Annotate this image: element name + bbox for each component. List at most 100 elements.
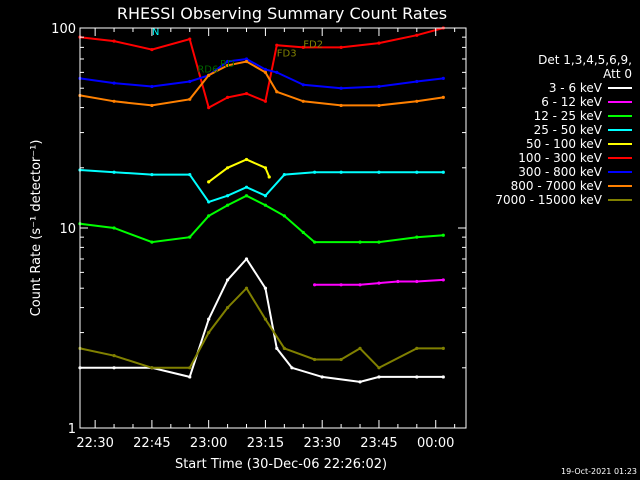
data-point — [377, 240, 381, 244]
chart-annotation: RD6 — [197, 64, 218, 75]
series-line — [79, 169, 444, 204]
data-point — [188, 79, 192, 84]
data-point — [415, 279, 419, 284]
data-point — [112, 366, 116, 370]
series-line — [79, 57, 444, 90]
data-point — [207, 330, 211, 335]
data-point — [188, 37, 192, 41]
chart-annotation: RD — [220, 59, 235, 70]
data-point — [263, 70, 268, 74]
data-point — [377, 375, 381, 379]
data-point — [415, 346, 419, 351]
y-tick-label: 1 — [68, 422, 76, 437]
x-tick-label: 23:30 — [303, 436, 340, 451]
data-point — [112, 226, 116, 230]
data-point — [263, 203, 268, 207]
data-point — [301, 45, 305, 49]
data-point — [244, 257, 249, 261]
data-point — [207, 317, 211, 321]
data-point — [313, 357, 317, 362]
data-point — [301, 99, 305, 103]
data-point — [112, 39, 116, 43]
data-point — [263, 166, 268, 170]
data-point — [441, 233, 445, 237]
data-point — [377, 170, 381, 174]
data-point — [244, 157, 249, 162]
data-point — [415, 99, 419, 103]
series-line — [79, 60, 444, 107]
data-point — [207, 214, 211, 218]
series-line — [79, 27, 444, 110]
data-point — [275, 346, 279, 351]
data-point — [267, 175, 271, 179]
data-point — [263, 286, 268, 290]
legend-entry-label: 50 - 100 keV — [526, 137, 603, 151]
legend-header: Att 0 — [603, 67, 632, 81]
data-point — [150, 366, 154, 370]
y-axis-label: Count Rate (s⁻¹ detector⁻¹) — [29, 140, 44, 317]
data-point — [225, 194, 230, 198]
data-point — [358, 346, 362, 351]
x-tick-label: 23:45 — [360, 436, 397, 451]
data-point — [188, 375, 192, 379]
data-point — [339, 170, 343, 174]
x-tick-label: 22:45 — [133, 436, 170, 451]
data-point — [112, 81, 116, 85]
data-point — [207, 105, 211, 110]
y-tick-label: 10 — [59, 222, 76, 237]
data-point — [358, 380, 362, 384]
data-point — [244, 57, 249, 61]
data-point — [207, 200, 211, 204]
data-point — [282, 214, 286, 218]
legend-entry-label: 6 - 12 keV — [541, 95, 603, 109]
data-point — [225, 59, 230, 64]
data-point — [415, 170, 419, 174]
data-point — [441, 346, 445, 351]
chart-annotation: FD2 — [303, 39, 323, 50]
x-tick-label: 23:15 — [247, 436, 284, 451]
data-point — [263, 67, 268, 72]
x-tick-label: 22:30 — [76, 436, 113, 451]
data-point — [313, 240, 317, 244]
data-point — [244, 185, 249, 189]
axes: 1 10 100 22:30 22:45 23:00 23:15 23:30 23:45 00:0… — [51, 22, 466, 451]
data-point — [150, 103, 154, 108]
data-point — [150, 84, 154, 89]
data-point — [188, 235, 192, 239]
data-point — [377, 41, 381, 45]
data-point — [275, 70, 279, 74]
data-point — [244, 194, 249, 198]
data-point — [188, 97, 192, 101]
data-point — [313, 170, 317, 174]
data-point — [244, 59, 249, 64]
data-point — [207, 73, 211, 77]
data-point — [225, 95, 230, 99]
data-point — [441, 278, 445, 282]
data-point — [263, 194, 268, 198]
data-point — [225, 166, 230, 170]
data-point — [207, 180, 211, 184]
data-point — [339, 103, 343, 108]
data-point — [339, 45, 343, 49]
data-point — [244, 286, 249, 290]
legend-entry-label: 25 - 50 keV — [534, 123, 603, 137]
legend-entry-label: 12 - 25 keV — [534, 109, 603, 123]
data-point — [188, 366, 192, 370]
data-point — [320, 375, 324, 379]
chart-title: RHESSI Observing Summary Count Rates — [117, 4, 447, 23]
data-point — [313, 283, 317, 287]
y-tick-label: 100 — [51, 22, 76, 37]
legend-entry-label: 3 - 6 keV — [549, 81, 603, 95]
data-point — [415, 79, 419, 84]
x-tick-label: 23:00 — [190, 436, 227, 451]
data-point — [415, 235, 419, 239]
chart-annotation: N — [152, 27, 159, 38]
data-point — [275, 90, 279, 94]
data-point — [150, 240, 154, 244]
data-point — [225, 203, 230, 207]
data-point — [441, 170, 445, 174]
data-point — [244, 91, 249, 96]
